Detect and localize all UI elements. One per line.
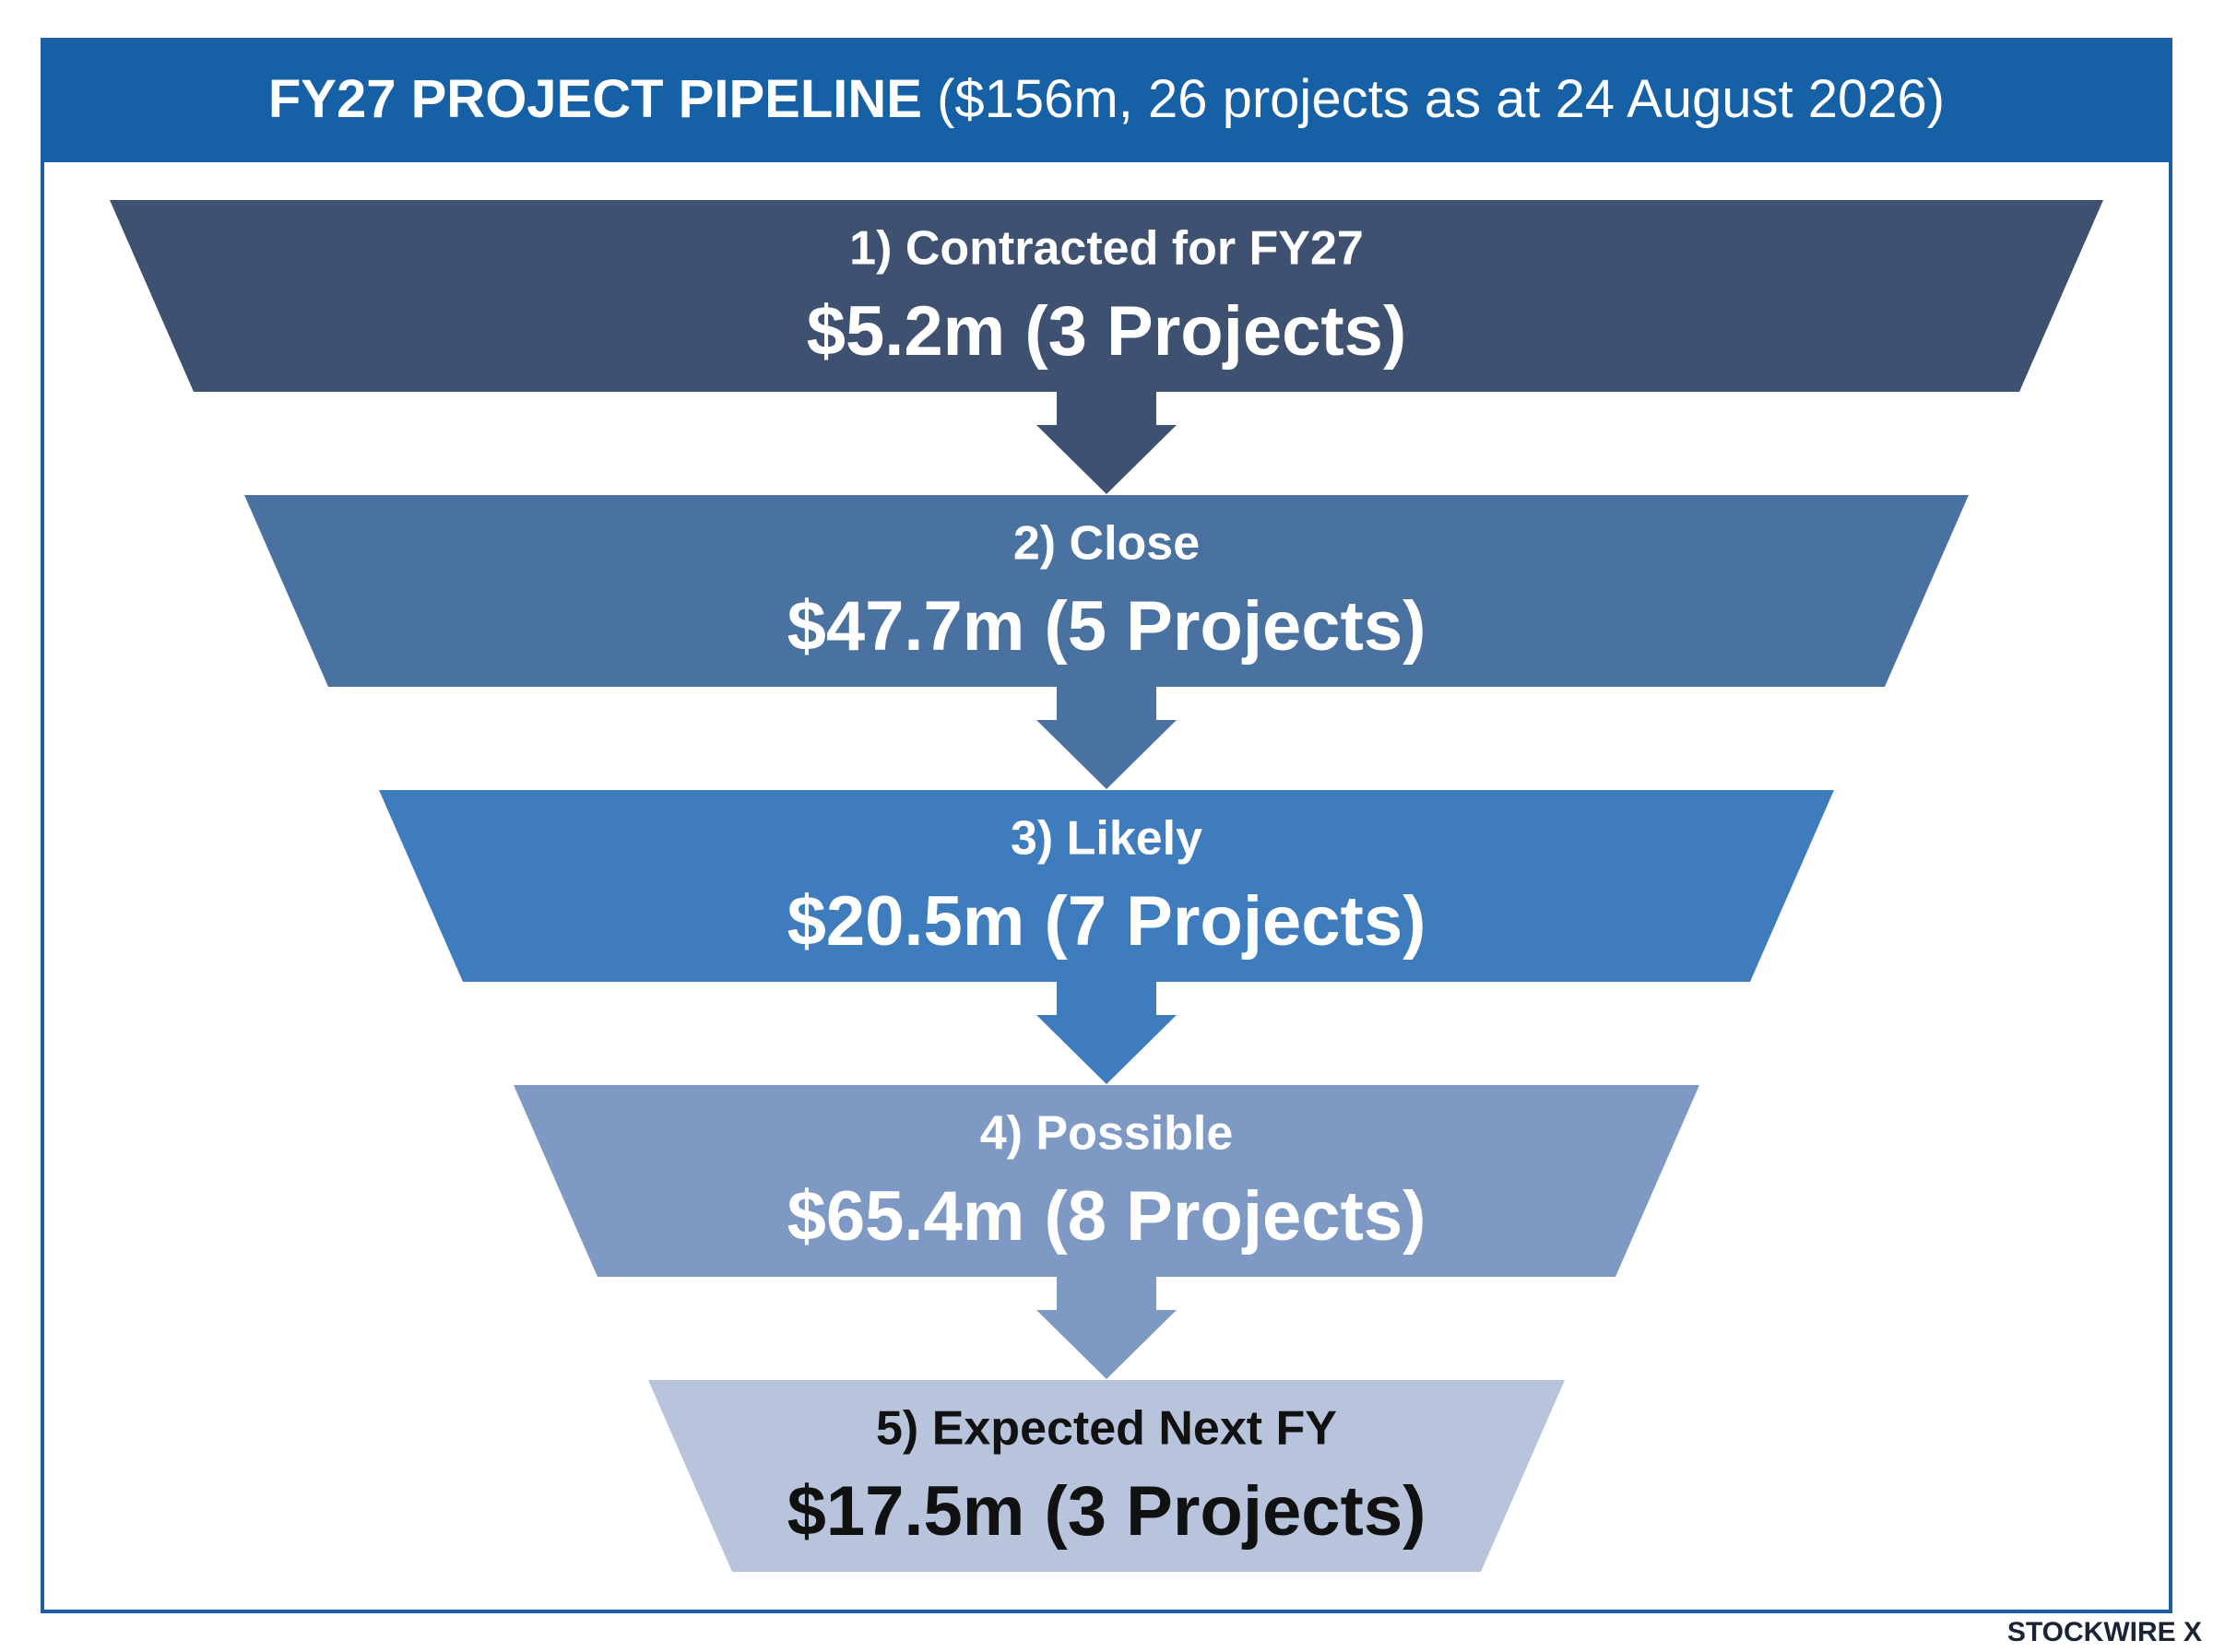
stage-label: 5) Expected Next FY [876, 1402, 1337, 1456]
stage-shape [110, 200, 2103, 392]
arrow [1036, 1275, 1177, 1379]
stage-value: $5.2m (3 Projects) [807, 292, 1407, 371]
arrow [1036, 685, 1177, 789]
brand: STOCKWIRE X [2007, 1617, 2202, 1647]
title-bold: FY27 PROJECT PIPELINE [268, 69, 922, 129]
stage-value: $20.5m (7 Projects) [787, 882, 1426, 961]
title-rest: ($156m, 26 projects as at 24 August 2026… [937, 69, 1945, 129]
header-band [42, 40, 2171, 162]
stage-label: 1) Contracted for FY27 [849, 222, 1364, 276]
stage-label: 4) Possible [980, 1107, 1234, 1161]
stage-shape [244, 495, 1969, 687]
stage-label: 2) Close [1013, 517, 1200, 571]
funnel: 1) Contracted for FY27 $5.2m (3 Projects)… [110, 200, 2103, 1572]
header-title: FY27 PROJECT PIPELINE ($156m, 26 project… [268, 69, 1945, 129]
stage-value: $47.7m (5 Projects) [787, 587, 1426, 666]
stage-value: $65.4m (8 Projects) [787, 1177, 1426, 1256]
arrow [1036, 980, 1177, 1084]
stage-shape [648, 1380, 1565, 1572]
stage-shape [514, 1085, 1699, 1277]
stage-label: 3) Likely [1011, 812, 1202, 866]
arrow [1036, 390, 1177, 494]
stage-value: $17.5m (3 Projects) [787, 1472, 1426, 1551]
stage-shape [379, 790, 1834, 982]
